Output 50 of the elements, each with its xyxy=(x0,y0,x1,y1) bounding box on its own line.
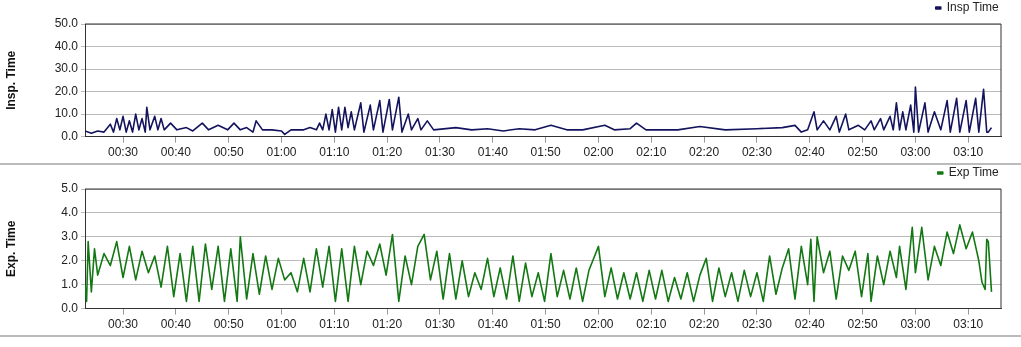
x-tick-label: 00:40 xyxy=(160,145,192,160)
x-tick-label: 01:30 xyxy=(424,145,456,160)
y-tick-label: 1.0 xyxy=(61,276,79,291)
x-tick-label: 02:20 xyxy=(689,317,720,332)
x-tick-label: 03:00 xyxy=(900,145,931,160)
y-tick-label: 50.0 xyxy=(54,16,79,31)
x-tick-label: 02:50 xyxy=(847,145,878,160)
x-tick-label: 02:20 xyxy=(689,145,720,160)
x-tick-label: 01:00 xyxy=(266,317,297,332)
x-tick-label: 03:10 xyxy=(953,145,984,160)
x-tick-label: 02:30 xyxy=(741,145,773,160)
x-tick-label: 01:10 xyxy=(319,317,350,332)
x-tick-label: 01:10 xyxy=(319,145,350,160)
y-tick-label: 10.0 xyxy=(54,106,79,121)
x-tick-label: 01:40 xyxy=(477,145,509,160)
x-tick-label: 02:10 xyxy=(636,145,667,160)
x-tick-label: 00:50 xyxy=(213,145,245,160)
y-axis-title: Insp. Time xyxy=(3,50,18,110)
y-tick-label: 20.0 xyxy=(54,83,79,98)
x-tick-label: 00:40 xyxy=(160,317,192,332)
x-tick-label: 01:30 xyxy=(424,317,456,332)
y-tick-label: 5.0 xyxy=(61,181,79,196)
x-tick-label: 03:10 xyxy=(953,317,984,332)
x-tick-label: 02:40 xyxy=(794,145,826,160)
x-tick-label: 01:20 xyxy=(372,145,403,160)
x-tick-label: 01:00 xyxy=(266,145,297,160)
legend-label: Exp Time xyxy=(948,165,1000,180)
x-tick-label: 01:20 xyxy=(372,317,403,332)
legend-label: Insp Time xyxy=(946,0,1000,15)
x-tick-label: 01:50 xyxy=(530,145,561,160)
x-tick-label: 02:00 xyxy=(583,317,614,332)
x-tick-label: 01:50 xyxy=(530,317,561,332)
x-tick-label: 02:00 xyxy=(583,145,614,160)
x-tick-label: 00:30 xyxy=(108,317,139,332)
y-tick-label: 40.0 xyxy=(54,38,79,53)
y-tick-label: 0.0 xyxy=(61,128,79,143)
x-tick-label: 02:10 xyxy=(636,317,667,332)
x-tick-label: 00:50 xyxy=(213,317,245,332)
y-tick-label: 4.0 xyxy=(61,205,79,220)
y-tick-label: 2.0 xyxy=(61,253,79,268)
y-tick-label: 30.0 xyxy=(54,61,79,76)
x-tick-label: 03:00 xyxy=(900,317,931,332)
y-axis-title: Exp. Time xyxy=(3,220,18,278)
y-tick-label: 3.0 xyxy=(61,229,79,244)
x-tick-label: 01:40 xyxy=(477,317,509,332)
x-tick-label: 02:50 xyxy=(847,317,878,332)
x-tick-label: 00:30 xyxy=(108,145,139,160)
x-tick-label: 02:40 xyxy=(794,317,826,332)
x-tick-label: 02:30 xyxy=(741,317,773,332)
y-tick-label: 0.0 xyxy=(61,300,79,315)
